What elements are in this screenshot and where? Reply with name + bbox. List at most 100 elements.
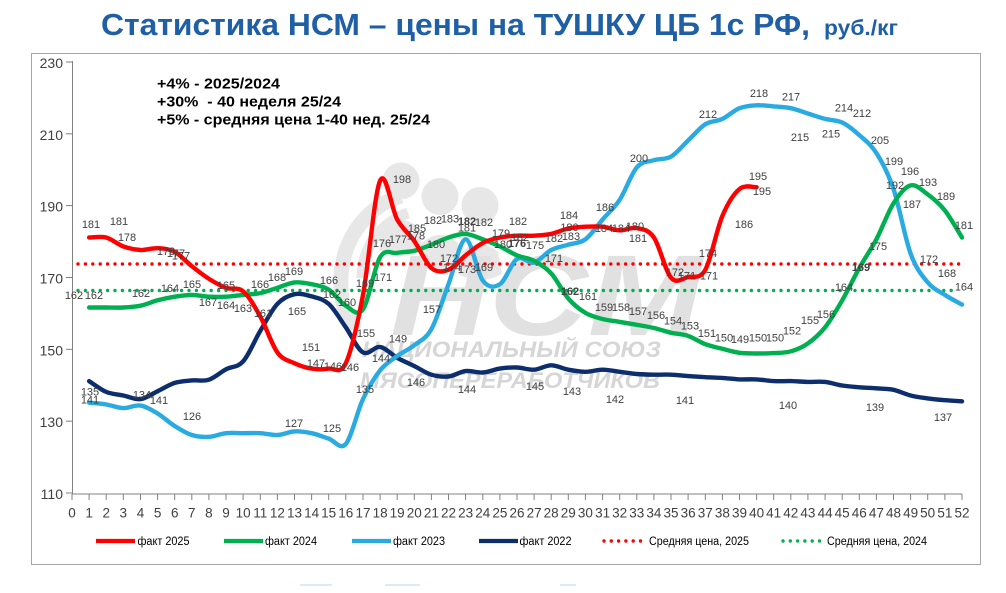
svg-text:142: 142 xyxy=(606,394,624,406)
svg-text:169: 169 xyxy=(852,262,870,274)
svg-text:151: 151 xyxy=(698,328,716,340)
svg-text:198: 198 xyxy=(393,174,411,186)
svg-text:200: 200 xyxy=(630,153,648,165)
svg-text:19: 19 xyxy=(390,506,405,521)
svg-text:+4% - 2025/2024: +4% - 2025/2024 xyxy=(157,76,281,93)
svg-text:174: 174 xyxy=(443,262,461,274)
svg-text:158: 158 xyxy=(612,302,630,314)
svg-text:182: 182 xyxy=(509,216,527,228)
svg-text:184: 184 xyxy=(612,223,630,235)
svg-text:212: 212 xyxy=(699,109,717,121)
svg-text:178: 178 xyxy=(118,232,136,244)
svg-text:149: 149 xyxy=(731,334,749,346)
svg-text:руб./кг: руб./кг xyxy=(824,17,898,40)
svg-text:165: 165 xyxy=(288,306,306,318)
svg-text:218: 218 xyxy=(750,88,768,100)
svg-text:199: 199 xyxy=(885,156,903,168)
svg-text:Средняя цена, 2024: Средняя цена, 2024 xyxy=(827,536,928,548)
svg-text:162: 162 xyxy=(561,286,579,298)
svg-text:+30% - 40 неделя 25/24: +30% - 40 неделя 25/24 xyxy=(157,94,342,111)
svg-text:50: 50 xyxy=(920,506,935,521)
svg-text:27: 27 xyxy=(527,506,542,521)
svg-text:182: 182 xyxy=(475,217,493,229)
svg-text:182: 182 xyxy=(511,232,529,244)
svg-text:165: 165 xyxy=(217,280,235,292)
svg-text:153: 153 xyxy=(681,321,699,333)
svg-text:170: 170 xyxy=(40,271,64,287)
svg-text:171: 171 xyxy=(678,271,696,283)
svg-text:163: 163 xyxy=(234,303,252,315)
svg-text:42: 42 xyxy=(783,506,798,521)
svg-text:149: 149 xyxy=(389,334,407,346)
svg-text:161: 161 xyxy=(254,308,272,320)
svg-text:217: 217 xyxy=(782,92,800,104)
svg-text:141: 141 xyxy=(676,395,694,407)
svg-text:156: 156 xyxy=(817,309,835,321)
svg-text:168: 168 xyxy=(938,268,956,280)
svg-text:172: 172 xyxy=(666,267,684,279)
svg-text:169: 169 xyxy=(285,266,303,278)
svg-text:110: 110 xyxy=(41,486,64,502)
svg-text:29: 29 xyxy=(561,506,576,521)
svg-text:150: 150 xyxy=(715,333,733,345)
svg-text:139: 139 xyxy=(866,402,884,414)
svg-text:34: 34 xyxy=(646,506,662,521)
svg-text:135: 135 xyxy=(356,384,374,396)
svg-text:5: 5 xyxy=(154,506,162,521)
svg-text:3: 3 xyxy=(120,506,128,521)
svg-text:факт 2024: факт 2024 xyxy=(265,536,318,548)
svg-text:164: 164 xyxy=(161,283,179,295)
svg-text:127: 127 xyxy=(285,418,303,430)
svg-text:164: 164 xyxy=(835,282,853,294)
svg-text:162: 162 xyxy=(132,288,150,300)
svg-text:23: 23 xyxy=(458,506,473,521)
svg-text:150: 150 xyxy=(766,333,784,345)
svg-text:215: 215 xyxy=(822,129,840,141)
svg-text:Средняя цена, 2025: Средняя цена, 2025 xyxy=(649,536,749,548)
svg-text:144: 144 xyxy=(372,353,390,365)
svg-text:180: 180 xyxy=(560,222,578,234)
svg-text:45: 45 xyxy=(835,506,850,521)
svg-text:146: 146 xyxy=(324,361,342,373)
svg-text:39: 39 xyxy=(732,506,747,521)
svg-text:184: 184 xyxy=(560,210,578,222)
svg-text:181: 181 xyxy=(629,233,647,245)
svg-text:164: 164 xyxy=(955,282,973,294)
svg-text:140: 140 xyxy=(779,400,797,412)
svg-text:181: 181 xyxy=(458,223,476,235)
svg-text:168: 168 xyxy=(268,272,286,284)
svg-text:8: 8 xyxy=(205,506,213,521)
svg-text:179: 179 xyxy=(492,228,510,240)
svg-text:166: 166 xyxy=(320,275,338,287)
svg-text:141: 141 xyxy=(81,395,99,407)
svg-text:11: 11 xyxy=(253,506,267,521)
svg-text:4: 4 xyxy=(137,506,145,521)
svg-text:189: 189 xyxy=(937,191,955,203)
svg-text:181: 181 xyxy=(955,220,973,232)
svg-text:195: 195 xyxy=(753,186,771,198)
svg-text:факт 2022: факт 2022 xyxy=(520,536,572,548)
svg-text:214: 214 xyxy=(835,103,853,115)
svg-text:35: 35 xyxy=(663,506,678,521)
svg-text:155: 155 xyxy=(801,315,819,327)
svg-text:144: 144 xyxy=(458,384,476,396)
svg-text:137: 137 xyxy=(934,412,952,424)
svg-text:25: 25 xyxy=(492,506,507,521)
svg-text:146: 146 xyxy=(407,377,425,389)
svg-text:7: 7 xyxy=(188,506,196,521)
svg-text:154: 154 xyxy=(664,316,682,328)
svg-text:12: 12 xyxy=(270,506,285,521)
svg-text:180: 180 xyxy=(626,221,644,233)
svg-text:143: 143 xyxy=(563,386,581,398)
svg-text:30: 30 xyxy=(578,506,593,521)
svg-text:13: 13 xyxy=(287,506,302,521)
svg-text:181: 181 xyxy=(82,219,100,231)
svg-text:1: 1 xyxy=(85,506,93,521)
svg-text:177: 177 xyxy=(389,234,407,246)
svg-text:193: 193 xyxy=(919,177,937,189)
svg-text:230: 230 xyxy=(40,55,64,71)
svg-text:31: 31 xyxy=(595,506,610,521)
svg-text:174: 174 xyxy=(699,248,717,260)
svg-text:195: 195 xyxy=(749,171,767,183)
svg-text:212: 212 xyxy=(853,108,871,120)
